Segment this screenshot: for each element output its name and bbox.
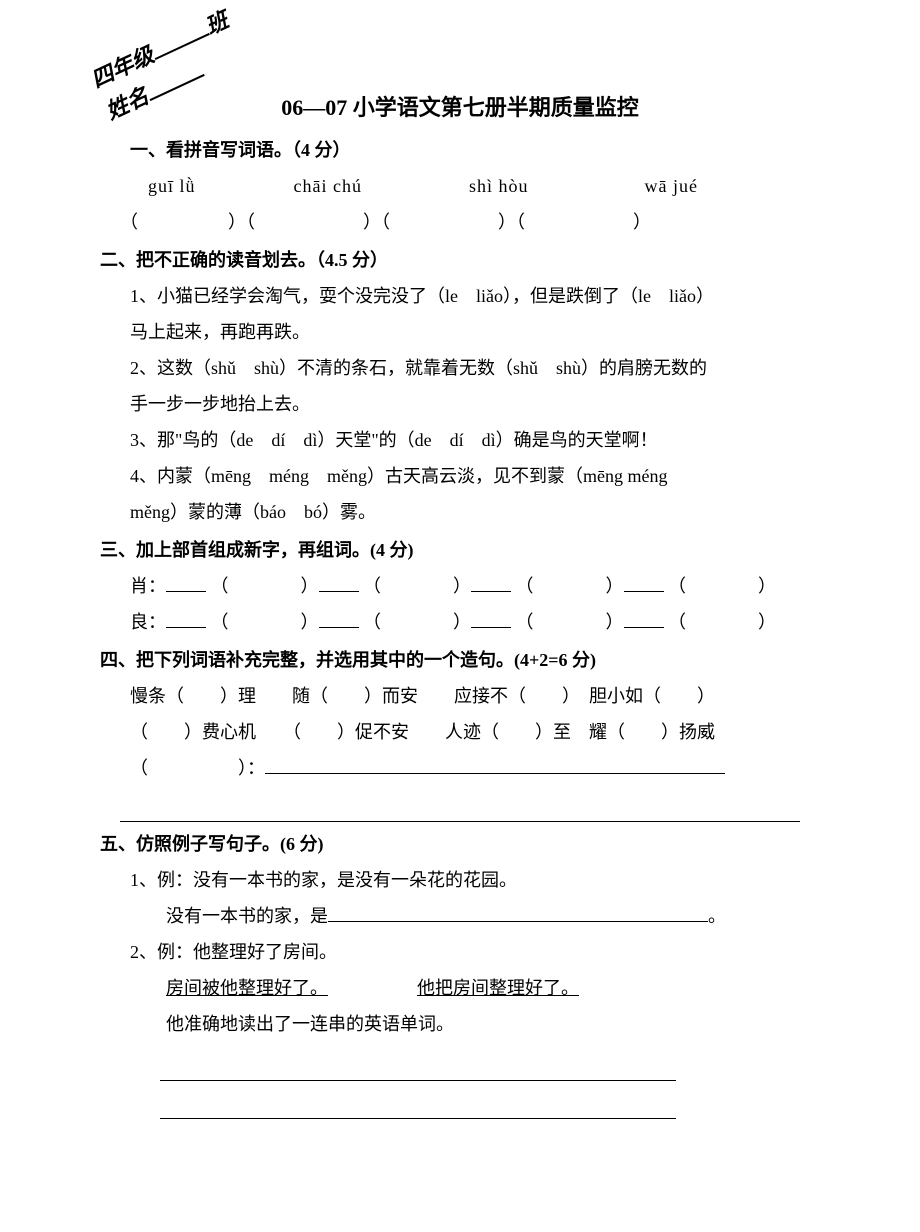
s2-q2b: 手一步一步地抬上去。 xyxy=(100,386,820,422)
worksheet-content: 一、看拼音写词语。（4 分） guī lǜ chāi chú shì hòu w… xyxy=(100,132,820,1119)
s5-q2: 2、例：他整理好了房间。 xyxy=(100,934,820,970)
s2-q1b: 马上起来，再跑再跌。 xyxy=(100,314,820,350)
s5-q1-end: 。 xyxy=(708,906,726,926)
answer-parens-row[interactable]: （ ）（ ）（ ）（ ） xyxy=(100,204,820,240)
s2-q4b: měng）蒙的薄（báo bó）雾。 xyxy=(100,494,820,530)
page-title: 06—07 小学语文第七册半期质量监控 xyxy=(100,90,820,122)
s2-q3: 3、那"鸟的（de dí dì）天堂"的（de dí dì）确是鸟的天堂啊！ xyxy=(100,422,820,458)
s5-q2-ex1: 房间被他整理好了。 xyxy=(166,978,328,998)
s5-answer-line-2[interactable] xyxy=(160,1087,676,1119)
pinyin-1: guī lǜ xyxy=(148,168,288,204)
s2-q4: 4、内蒙（mēng méng měng）古天高云淡，见不到蒙（mēng méng xyxy=(100,458,820,494)
s5-q1-answer[interactable]: 没有一本书的家，是 。 xyxy=(100,898,820,934)
s4-row1[interactable]: 慢条（ ）理 随（ ）而安 应接不（ ） 胆小如（ ） xyxy=(100,678,820,714)
pinyin-3: shì hòu xyxy=(469,168,639,204)
section-3-title: 三、加上部首组成新字，再组词。(4 分) xyxy=(100,532,820,568)
s5-q1: 1、例：没有一本书的家，是没有一朵花的花园。 xyxy=(100,862,820,898)
s5-q2-prompt: 他准确地读出了一连串的英语单词。 xyxy=(100,1006,820,1042)
s4-row3-prefix: （ ）： xyxy=(130,758,265,778)
s3-row2-label: 良： xyxy=(130,612,166,632)
s4-row2[interactable]: （ ）费心机 （ ）促不安 人迹（ ）至 耀（ ）扬威 xyxy=(100,714,820,750)
s3-row2[interactable]: 良： （ ） （ ） （ ） （ ） xyxy=(100,604,820,640)
s2-q1: 1、小猫已经学会淘气，耍个没完没了（le liǎo），但是跌倒了（le liǎo… xyxy=(100,278,820,314)
section-2-title: 二、把不正确的读音划去。（4.5 分） xyxy=(100,242,820,278)
s5-q1-blank[interactable] xyxy=(328,904,708,922)
s5-q2-ex2: 他把房间整理好了。 xyxy=(417,978,579,998)
s2-q2: 2、这数（shǔ shù）不清的条石，就靠着无数（shǔ shù）的肩膀无数的 xyxy=(100,350,820,386)
section-1-title: 一、看拼音写词语。（4 分） xyxy=(100,132,820,168)
pinyin-4: wā jué xyxy=(645,168,698,204)
s4-full-line[interactable] xyxy=(120,790,800,822)
s4-sentence-blank[interactable] xyxy=(265,756,725,774)
section-5-title: 五、仿照例子写句子。(6 分) xyxy=(100,826,820,862)
s5-q2-examples: 房间被他整理好了。 他把房间整理好了。 xyxy=(100,970,820,1006)
pinyin-row: guī lǜ chāi chú shì hòu wā jué xyxy=(100,168,820,204)
s5-q1-prompt: 没有一本书的家，是 xyxy=(166,906,328,926)
section-4-title: 四、把下列词语补充完整，并选用其中的一个造句。(4+2=6 分) xyxy=(100,642,820,678)
s3-row1[interactable]: 肖： （ ） （ ） （ ） （ ） xyxy=(100,568,820,604)
s5-answer-line-1[interactable] xyxy=(160,1048,676,1080)
pinyin-2: chāi chú xyxy=(294,168,464,204)
s4-row3[interactable]: （ ）： xyxy=(100,750,820,786)
s3-row1-label: 肖： xyxy=(130,576,166,596)
